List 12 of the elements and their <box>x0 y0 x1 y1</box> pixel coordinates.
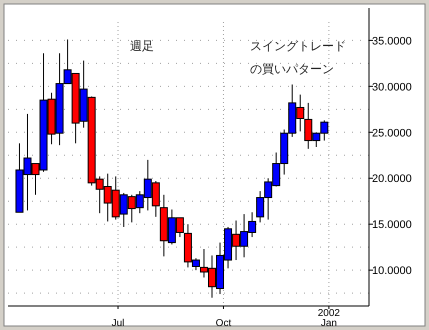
y-tick-label: 10.0000 <box>372 265 412 278</box>
x-tick-label: 2002 Jan <box>318 308 340 329</box>
y-tick-label: 20.0000 <box>372 173 412 186</box>
x-tick-label: Oct <box>216 318 232 329</box>
y-tick-label: 15.0000 <box>372 219 412 232</box>
annotation: スイングトレード <box>250 39 346 53</box>
x-tick-label: Jul <box>112 318 124 329</box>
annotation: 週足 <box>130 39 154 53</box>
annotation: の買いパターン <box>250 62 334 76</box>
y-tick-label: 25.0000 <box>372 127 412 140</box>
y-tick-label: 30.0000 <box>372 81 412 94</box>
y-tick-label: 35.0000 <box>372 35 412 48</box>
